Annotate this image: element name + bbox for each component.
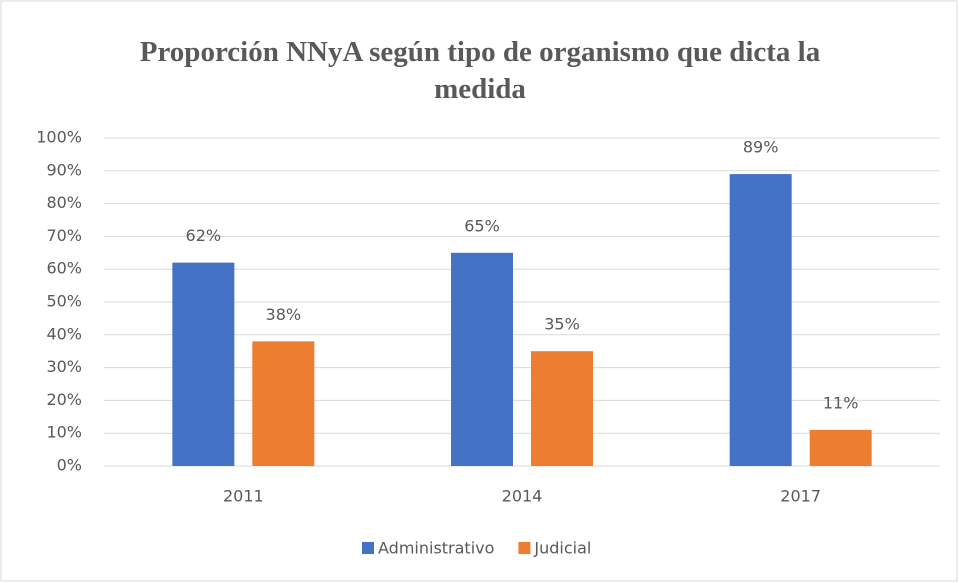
data-label: 38% (266, 305, 302, 324)
y-tick-label: 30% (46, 357, 82, 376)
data-label: 89% (743, 138, 779, 157)
y-tick-label: 80% (46, 193, 82, 212)
bar (729, 174, 792, 466)
y-tick-label: 60% (46, 259, 82, 278)
data-label: 62% (186, 226, 222, 245)
bar (252, 341, 315, 466)
bar (172, 262, 235, 466)
x-tick-label: 2017 (780, 487, 821, 506)
data-label: 35% (544, 315, 580, 334)
y-tick-label: 70% (46, 226, 82, 245)
x-tick-label: 2011 (223, 487, 264, 506)
bar (451, 252, 513, 466)
bar (531, 351, 593, 466)
legend-swatch (518, 542, 531, 554)
chart-title: Proporción NNyA según tipo de organismo … (139, 36, 821, 105)
y-tick-label: 40% (46, 324, 82, 343)
x-tick-label: 2014 (502, 487, 543, 506)
y-tick-label: 0% (57, 456, 82, 475)
y-tick-label: 20% (46, 390, 82, 409)
y-tick-label: 90% (46, 160, 82, 179)
y-tick-label: 10% (46, 423, 82, 442)
data-label: 11% (823, 393, 859, 412)
y-tick-label: 100% (36, 128, 82, 147)
legend-swatch (362, 542, 374, 554)
data-label: 65% (464, 216, 500, 235)
legend-label: Judicial (533, 539, 591, 558)
y-tick-label: 50% (46, 292, 82, 311)
bar (809, 429, 872, 466)
legend-label: Administrativo (378, 539, 494, 558)
